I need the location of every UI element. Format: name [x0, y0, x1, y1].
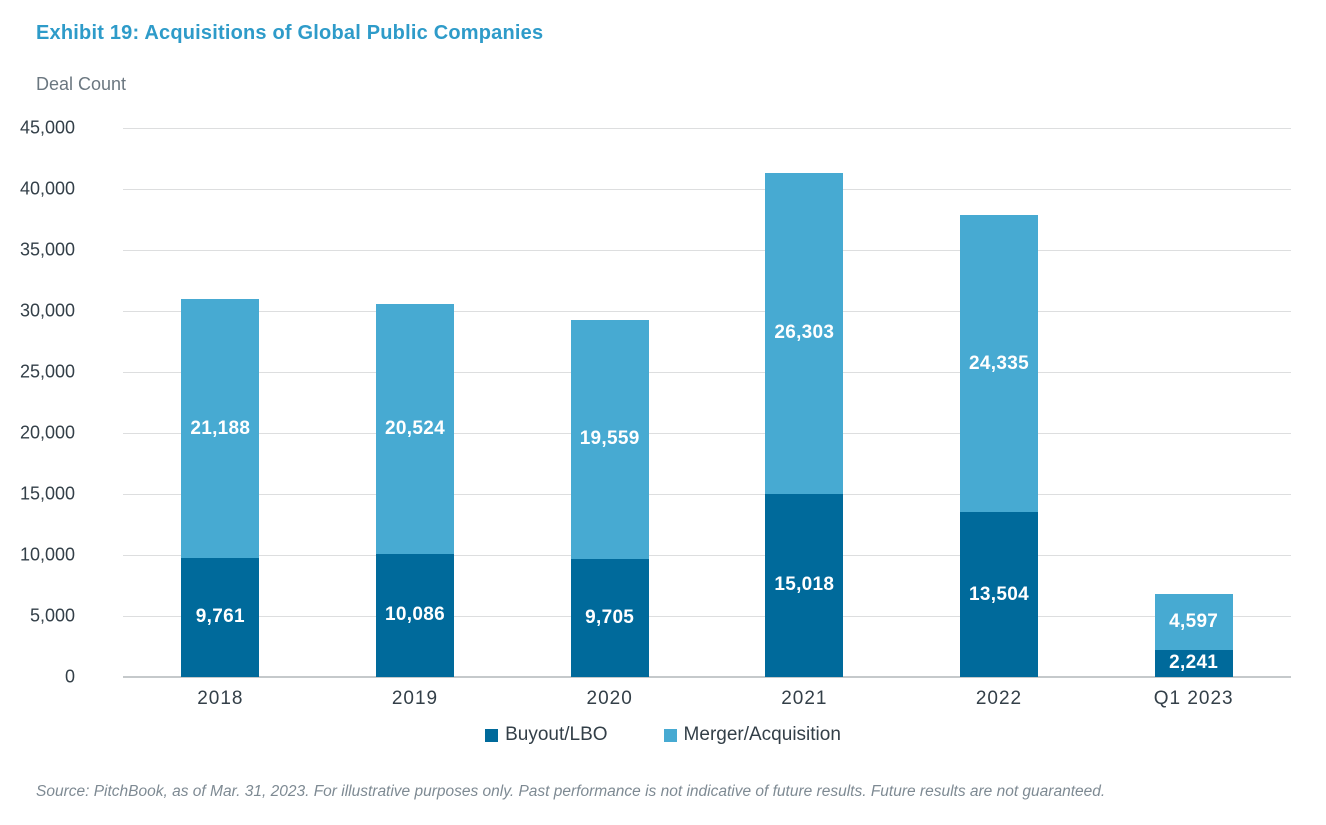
x-tick-label: 2021 [781, 688, 828, 709]
x-tick-label: 2020 [586, 688, 633, 709]
bar-segment-merger-acquisition: 20,524 [376, 303, 454, 554]
legend-swatch-icon [485, 728, 499, 742]
x-tick-label: 2022 [975, 688, 1023, 709]
y-tick-label: 0 [64, 666, 75, 687]
bar-2018: 9,761 21,188 [181, 299, 260, 677]
y-tick-label: 15,000 [19, 483, 75, 504]
y-tick-label: 20,000 [19, 422, 75, 443]
legend-label: Merger/Acquisition [683, 724, 841, 745]
bar-2022: 13,504 24,335 [960, 215, 1038, 677]
legend-label: Buyout/LBO [505, 724, 608, 745]
plot-area: 0 5,000 10,000 15,000 20,000 25,000 30,000 35,0… [20, 118, 1291, 687]
bar-value-label: 13,504 [969, 583, 1029, 605]
grid-line [123, 250, 1291, 251]
legend-item-merger-acquisition: Merger/Acquisition [663, 724, 841, 746]
bar-value-label: 20,524 [385, 417, 445, 439]
bar-value-label: 10,086 [385, 604, 445, 626]
source-note: Source: PitchBook, as of Mar. 31, 2023. … [36, 783, 1106, 800]
bar-value-label: 26,303 [774, 322, 835, 344]
bar-value-label: 4,597 [1169, 610, 1219, 632]
y-tick-label: 30,000 [19, 300, 75, 321]
x-tick-label: 2019 [391, 688, 439, 709]
grid-line [123, 555, 1291, 556]
bar-q1-2023: 2,241 4,597 [1154, 593, 1233, 677]
bar-segment-buyout-lbo: 13,504 [960, 512, 1038, 677]
bar-value-label: 9,761 [195, 606, 245, 628]
grid-line [123, 494, 1291, 495]
x-axis-line [123, 676, 1291, 678]
legend-item-buyout-lbo: Buyout/LBO [485, 724, 608, 746]
legend-swatch-icon [663, 728, 677, 742]
y-tick-label: 40,000 [19, 178, 75, 199]
bar-segment-buyout-lbo: 9,705 [570, 558, 649, 677]
bar-value-label: 9,705 [585, 606, 635, 628]
bar-2020: 9,705 19,559 [570, 320, 649, 677]
bar-segment-merger-acquisition: 24,335 [960, 215, 1038, 513]
bar-value-label: 19,559 [579, 428, 640, 450]
y-tick-label: 10,000 [19, 544, 75, 565]
bar-segment-merger-acquisition: 26,303 [765, 172, 844, 494]
x-tick-label: 2018 [197, 688, 244, 709]
grid-line [123, 311, 1291, 312]
chart-title: Exhibit 19: Acquisitions of Global Publi… [36, 22, 544, 44]
grid-line [123, 372, 1291, 373]
y-tick-label: 35,000 [19, 239, 75, 260]
y-tick-label: 45,000 [19, 117, 75, 138]
y-axis-title: Deal Count [36, 74, 127, 94]
bar-value-label: 24,335 [969, 352, 1029, 374]
bar-value-label: 21,188 [190, 417, 251, 439]
grid-line [123, 128, 1291, 129]
bar-2021: 15,018 26,303 [765, 172, 844, 677]
bar-value-label: 15,018 [774, 574, 835, 596]
bar-segment-buyout-lbo: 2,241 [1154, 649, 1233, 677]
bar-segment-buyout-lbo: 10,086 [376, 553, 454, 677]
bar-segment-merger-acquisition: 4,597 [1154, 593, 1233, 650]
bar-segment-merger-acquisition: 21,188 [181, 299, 260, 558]
x-tick-label: Q1 2023 [1153, 688, 1234, 709]
bar-segment-buyout-lbo: 9,761 [181, 557, 260, 677]
bar-2019: 10,086 20,524 [376, 303, 454, 677]
bar-segment-merger-acquisition: 19,559 [570, 320, 649, 559]
legend: Buyout/LBO Merger/Acquisition [0, 724, 1326, 746]
y-tick-label: 5,000 [29, 605, 75, 626]
grid-line [123, 616, 1291, 617]
grid-line [123, 433, 1291, 434]
y-tick-label: 25,000 [19, 361, 75, 382]
bar-segment-buyout-lbo: 15,018 [765, 493, 844, 677]
bar-value-label: 2,241 [1169, 652, 1219, 674]
grid-line [123, 189, 1291, 190]
